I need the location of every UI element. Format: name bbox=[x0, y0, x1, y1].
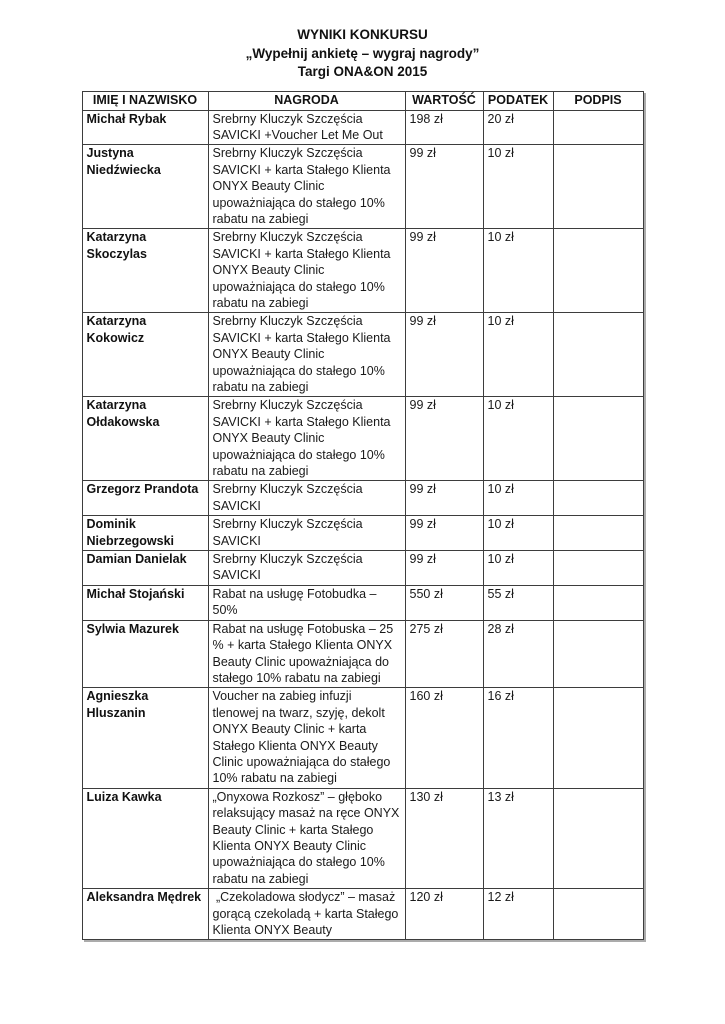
table-row: Damian Danielak Srebrny Kluczyk Szczęści… bbox=[81, 550, 644, 586]
cell-prize: „Onyxowa Rozkosz” – głęboko relaksujący … bbox=[207, 787, 406, 890]
cell-winner-name: Justyna Niedźwiecka bbox=[81, 144, 209, 230]
cell-signature bbox=[552, 312, 644, 398]
table-row: Grzegorz Prandota Srebrny Kluczyk Szczęś… bbox=[81, 480, 644, 517]
cell-tax: 28 zł bbox=[482, 619, 554, 689]
cell-value: 550 zł bbox=[404, 584, 484, 621]
cell-tax: 10 zł bbox=[482, 515, 554, 552]
cell-value: 99 zł bbox=[404, 550, 484, 586]
cell-value: 198 zł bbox=[404, 109, 484, 146]
table-row: Agnieszka Hluszanin Voucher na zabieg in… bbox=[81, 687, 644, 789]
cell-winner-name: Agnieszka Hluszanin bbox=[81, 687, 209, 789]
cell-winner-name: Grzegorz Prandota bbox=[81, 480, 209, 517]
cell-prize: „Czekoladowa słodycz” – masaż gorącą cze… bbox=[207, 888, 406, 941]
cell-value: 130 zł bbox=[404, 787, 484, 890]
cell-tax: 55 zł bbox=[482, 584, 554, 621]
table-row: Dominik Niebrzegowski Srebrny Kluczyk Sz… bbox=[81, 515, 644, 552]
cell-tax: 16 zł bbox=[482, 687, 554, 789]
cell-winner-name: Michał Rybak bbox=[81, 109, 209, 146]
cell-prize: Srebrny Kluczyk Szczęścia SAVICKI bbox=[207, 515, 406, 552]
cell-signature bbox=[552, 687, 644, 789]
cell-prize: Voucher na zabieg infuzji tlenowej na tw… bbox=[207, 687, 406, 789]
cell-signature bbox=[552, 619, 644, 689]
cell-value: 99 zł bbox=[404, 144, 484, 230]
col-header-name: IMIĘ I NAZWISKO bbox=[81, 90, 209, 111]
cell-winner-name: Dominik Niebrzegowski bbox=[81, 515, 209, 552]
cell-prize: Srebrny Kluczyk Szczęścia SAVICKI bbox=[207, 480, 406, 517]
cell-signature bbox=[552, 888, 644, 941]
cell-tax: 12 zł bbox=[482, 888, 554, 941]
table-row: Katarzyna Ołdakowska Srebrny Kluczyk Szc… bbox=[81, 396, 644, 482]
cell-tax: 10 zł bbox=[482, 480, 554, 517]
cell-prize: Srebrny Kluczyk Szczęścia SAVICKI + kart… bbox=[207, 228, 406, 314]
cell-tax: 10 zł bbox=[482, 312, 554, 398]
cell-signature bbox=[552, 396, 644, 482]
cell-prize: Srebrny Kluczyk Szczęścia SAVICKI + kart… bbox=[207, 396, 406, 482]
cell-prize: Srebrny Kluczyk Szczęścia SAVICKI + kart… bbox=[207, 312, 406, 398]
cell-tax: 10 zł bbox=[482, 396, 554, 482]
col-header-value: WARTOŚĆ bbox=[404, 90, 484, 111]
doc-event-line: Targi ONA&ON 2015 bbox=[297, 64, 428, 79]
cell-prize: Srebrny Kluczyk Szczęścia SAVICKI bbox=[207, 550, 406, 586]
cell-tax: 10 zł bbox=[482, 144, 554, 230]
cell-tax: 13 zł bbox=[482, 787, 554, 890]
cell-winner-name: Katarzyna Skoczylas bbox=[81, 228, 209, 314]
cell-signature bbox=[552, 480, 644, 517]
cell-value: 99 zł bbox=[404, 396, 484, 482]
cell-winner-name: Michał Stojański bbox=[81, 584, 209, 621]
cell-signature bbox=[552, 228, 644, 314]
table-row: Michał Rybak Srebrny Kluczyk Szczęścia S… bbox=[81, 109, 644, 146]
results-table-head: IMIĘ I NAZWISKO NAGRODA WARTOŚĆ PODATEK … bbox=[81, 90, 644, 111]
cell-tax: 10 zł bbox=[482, 228, 554, 314]
cell-tax: 10 zł bbox=[482, 550, 554, 586]
header-row: IMIĘ I NAZWISKO NAGRODA WARTOŚĆ PODATEK … bbox=[81, 90, 644, 111]
cell-signature bbox=[552, 109, 644, 146]
cell-winner-name: Aleksandra Mędrek bbox=[81, 888, 209, 941]
table-row: Aleksandra Mędrek „Czekoladowa słodycz” … bbox=[81, 888, 644, 941]
document-header: WYNIKI KONKURSU „Wypełnij ankietę – wygr… bbox=[0, 0, 725, 82]
table-row: Katarzyna Kokowicz Srebrny Kluczyk Szczę… bbox=[81, 312, 644, 398]
cell-signature bbox=[552, 515, 644, 552]
cell-prize: Rabat na usługę Fotobudka – 50% bbox=[207, 584, 406, 621]
cell-tax: 20 zł bbox=[482, 109, 554, 146]
results-table: IMIĘ I NAZWISKO NAGRODA WARTOŚĆ PODATEK … bbox=[81, 90, 644, 941]
cell-value: 120 zł bbox=[404, 888, 484, 941]
cell-winner-name: Damian Danielak bbox=[81, 550, 209, 586]
cell-winner-name: Luiza Kawka bbox=[81, 787, 209, 890]
col-header-tax: PODATEK bbox=[482, 90, 554, 111]
cell-value: 99 zł bbox=[404, 312, 484, 398]
col-header-prize: NAGRODA bbox=[207, 90, 406, 111]
col-header-signature: PODPIS bbox=[552, 90, 644, 111]
cell-prize: Srebrny Kluczyk Szczęścia SAVICKI +Vouch… bbox=[207, 109, 406, 146]
table-row: Katarzyna Skoczylas Srebrny Kluczyk Szcz… bbox=[81, 228, 644, 314]
cell-value: 99 zł bbox=[404, 228, 484, 314]
results-table-body: Michał Rybak Srebrny Kluczyk Szczęścia S… bbox=[81, 109, 644, 941]
table-row: Luiza Kawka „Onyxowa Rozkosz” – głęboko … bbox=[81, 787, 644, 890]
cell-winner-name: Katarzyna Ołdakowska bbox=[81, 396, 209, 482]
cell-prize: Srebrny Kluczyk Szczęścia SAVICKI + kart… bbox=[207, 144, 406, 230]
cell-prize: Rabat na usługę Fotobuska – 25 % + karta… bbox=[207, 619, 406, 689]
table-row: Michał Stojański Rabat na usługę Fotobud… bbox=[81, 584, 644, 621]
doc-subtitle: „Wypełnij ankietę – wygraj nagrody” bbox=[245, 45, 480, 61]
cell-value: 99 zł bbox=[404, 480, 484, 517]
cell-signature bbox=[552, 550, 644, 586]
table-row: Justyna Niedźwiecka Srebrny Kluczyk Szcz… bbox=[81, 144, 644, 230]
cell-winner-name: Katarzyna Kokowicz bbox=[81, 312, 209, 398]
cell-value: 99 zł bbox=[404, 515, 484, 552]
table-row: Sylwia Mazurek Rabat na usługę Fotobuska… bbox=[81, 619, 644, 689]
cell-signature bbox=[552, 144, 644, 230]
cell-value: 160 zł bbox=[404, 687, 484, 789]
cell-winner-name: Sylwia Mazurek bbox=[81, 619, 209, 689]
doc-title: WYNIKI KONKURSU bbox=[297, 27, 428, 42]
cell-signature bbox=[552, 584, 644, 621]
cell-signature bbox=[552, 787, 644, 890]
cell-value: 275 zł bbox=[404, 619, 484, 689]
